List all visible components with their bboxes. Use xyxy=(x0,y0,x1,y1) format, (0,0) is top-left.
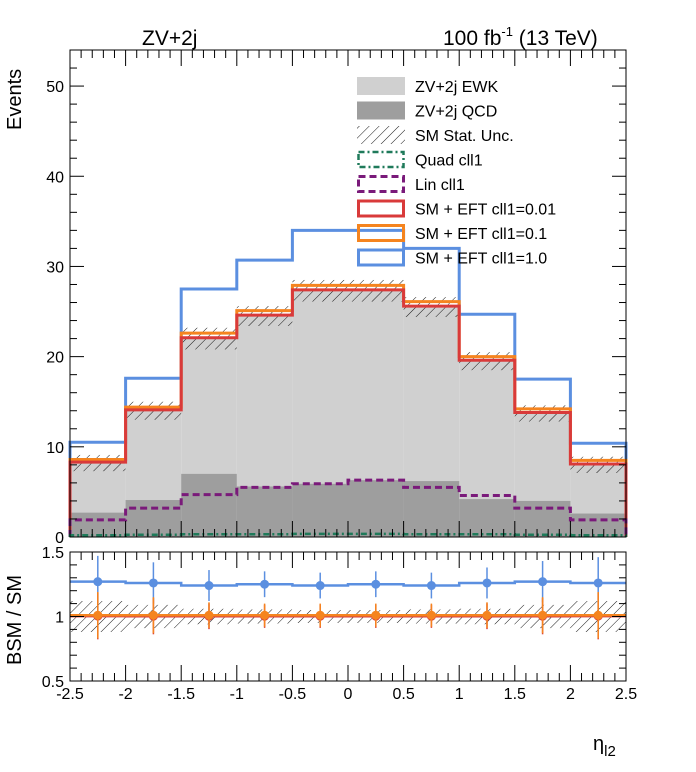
zv-2j-qcd-bar xyxy=(348,480,404,537)
zv-2j-qcd-bar xyxy=(181,473,237,537)
y-axis-label: Events xyxy=(4,69,26,130)
legend-entry: SM + EFT cll1=0.01 xyxy=(357,199,556,219)
sm-eft-cll1-0-1-ratio-point xyxy=(204,610,214,620)
x-tick-label: -1 xyxy=(230,686,244,703)
x-tick-label: -1.5 xyxy=(167,686,195,703)
chart-title-right: 100 fb-1 (13 TeV) xyxy=(443,24,598,50)
legend-swatch xyxy=(357,199,405,218)
legend-label: SM Stat. Unc. xyxy=(415,128,514,145)
legend-label: SM + EFT cll1=0.1 xyxy=(415,226,547,243)
zv-2j-qcd-bar xyxy=(570,513,626,537)
chart-title-left: ZV+2j xyxy=(142,27,197,50)
sm-eft-cll1-0-1-ratio-point xyxy=(315,610,325,620)
x-tick-label: 2.5 xyxy=(615,686,637,703)
legend-swatch xyxy=(357,150,405,169)
x-tick-label: 1.5 xyxy=(504,686,526,703)
ratio-axes: 0.5 1 1.5 -2.5 -2 -1.5 -1 -0.5 0 0.5 1 1.5 2 2.5 xyxy=(42,545,637,703)
x-tick-label: 0.5 xyxy=(392,686,414,703)
legend-label: Lin cll1 xyxy=(415,177,465,194)
legend-label: Quad cll1 xyxy=(415,153,483,170)
legend: ZV+2j EWK ZV+2j QCD SM Stat. Unc. Quad cll1… xyxy=(357,77,556,268)
y-tick-label: 10 xyxy=(46,440,64,457)
y-tick-label: 50 xyxy=(46,79,64,96)
lin-cll1-line xyxy=(68,478,628,537)
sm-eft-cll1-1-0-ratio-point xyxy=(148,578,158,588)
zv-2j-qcd-bar xyxy=(459,499,515,537)
sm-eft-cll1-0-1-ratio-point xyxy=(538,610,548,620)
zv-2j-qcd-bar xyxy=(236,486,293,537)
legend-swatch xyxy=(357,126,405,144)
legend-swatch xyxy=(357,224,405,242)
sm-eft-cll1-1-0-ratio-point xyxy=(482,578,492,588)
legend-entry: SM + EFT cll1=0.1 xyxy=(357,224,547,243)
zv-2j-qcd-bar xyxy=(70,512,126,537)
ratio-y-tick-label: 1 xyxy=(55,610,64,627)
ratio-y-tick-label: 0.5 xyxy=(42,674,64,691)
zv-2j-qcd-bar xyxy=(292,483,348,537)
ratio-y-axis-label: BSM / SM xyxy=(4,575,26,665)
legend-entry: ZV+2j EWK xyxy=(357,77,498,96)
legend-entry: SM Stat. Unc. xyxy=(357,126,514,145)
y-tick-label: 40 xyxy=(46,169,64,186)
legend-entry: SM + EFT cll1=1.0 xyxy=(357,248,547,268)
sm-eft-cll1-0-1-ratio-point xyxy=(426,610,436,620)
sm-eft-cll1-1-0-line xyxy=(68,228,628,537)
sm-eft-cll1-1-0-ratio-point xyxy=(593,578,603,588)
zv-2j-qcd-bar xyxy=(125,500,182,537)
sm-eft-cll1-1-0-ratio-line xyxy=(70,580,626,587)
sm-eft-cll1-1-0-ratio-point xyxy=(93,577,103,587)
legend-label: ZV+2j QCD xyxy=(415,104,497,121)
sm-eft-cll1-0-1-ratio-point xyxy=(482,610,492,620)
sm-eft-cll1-0-1-ratio-point xyxy=(371,610,381,620)
zv-2j-qcd-bar xyxy=(514,500,571,537)
legend-swatch xyxy=(357,77,405,95)
legend-swatch xyxy=(357,175,405,193)
sm-eft-cll1-1-0-ratio-point xyxy=(260,579,270,589)
sm-eft-cll1-1-0-ratio-point xyxy=(371,579,381,589)
zv-2j-qcd-bar xyxy=(403,481,460,537)
x-tick-label: -0.5 xyxy=(279,686,307,703)
y-tick-label: 0 xyxy=(55,530,64,547)
x-tick-label: 0 xyxy=(344,686,353,703)
x-axis-label: ηl2 xyxy=(593,733,616,760)
legend-label: ZV+2j EWK xyxy=(415,79,498,96)
sm-eft-cll1-1-0-ratio-point xyxy=(538,577,548,587)
sm-eft-cll1-0-1-ratio-point xyxy=(593,610,603,620)
ratio-y-tick-label: 1.5 xyxy=(42,545,64,562)
sm-eft-cll1-0-1-ratio-point xyxy=(260,610,270,620)
sm-eft-cll1-0-1-line xyxy=(68,283,628,537)
x-tick-label: -2 xyxy=(118,686,132,703)
legend-label: SM + EFT cll1=0.01 xyxy=(415,202,556,219)
legend-swatch xyxy=(357,101,405,120)
main-axes: 0 10 20 30 40 50 xyxy=(46,49,627,547)
legend-entry: ZV+2j QCD xyxy=(357,101,497,121)
x-tick-label: 1 xyxy=(455,686,464,703)
sm-eft-cll1-0-01-line xyxy=(68,288,628,537)
sm-eft-cll1-1-0-ratio-point xyxy=(204,581,214,591)
legend-entry: Quad cll1 xyxy=(357,150,483,170)
y-tick-label: 30 xyxy=(46,259,64,276)
legend-entry: Lin cll1 xyxy=(357,175,465,194)
sm-eft-cll1-0-1-ratio-point xyxy=(93,610,103,620)
stacked-fills xyxy=(70,290,626,537)
legend-label: SM + EFT cll1=1.0 xyxy=(415,251,547,268)
sm-eft-cll1-1-0-ratio-point xyxy=(426,581,436,591)
ratio-points xyxy=(70,555,626,640)
x-tick-label: -2.5 xyxy=(56,686,84,703)
x-tick-label: 2 xyxy=(566,686,575,703)
y-tick-label: 20 xyxy=(46,350,64,367)
sm-eft-cll1-0-1-ratio-point xyxy=(148,610,158,620)
sm-eft-cll1-1-0-ratio-point xyxy=(315,581,325,591)
legend-swatch xyxy=(357,248,405,267)
